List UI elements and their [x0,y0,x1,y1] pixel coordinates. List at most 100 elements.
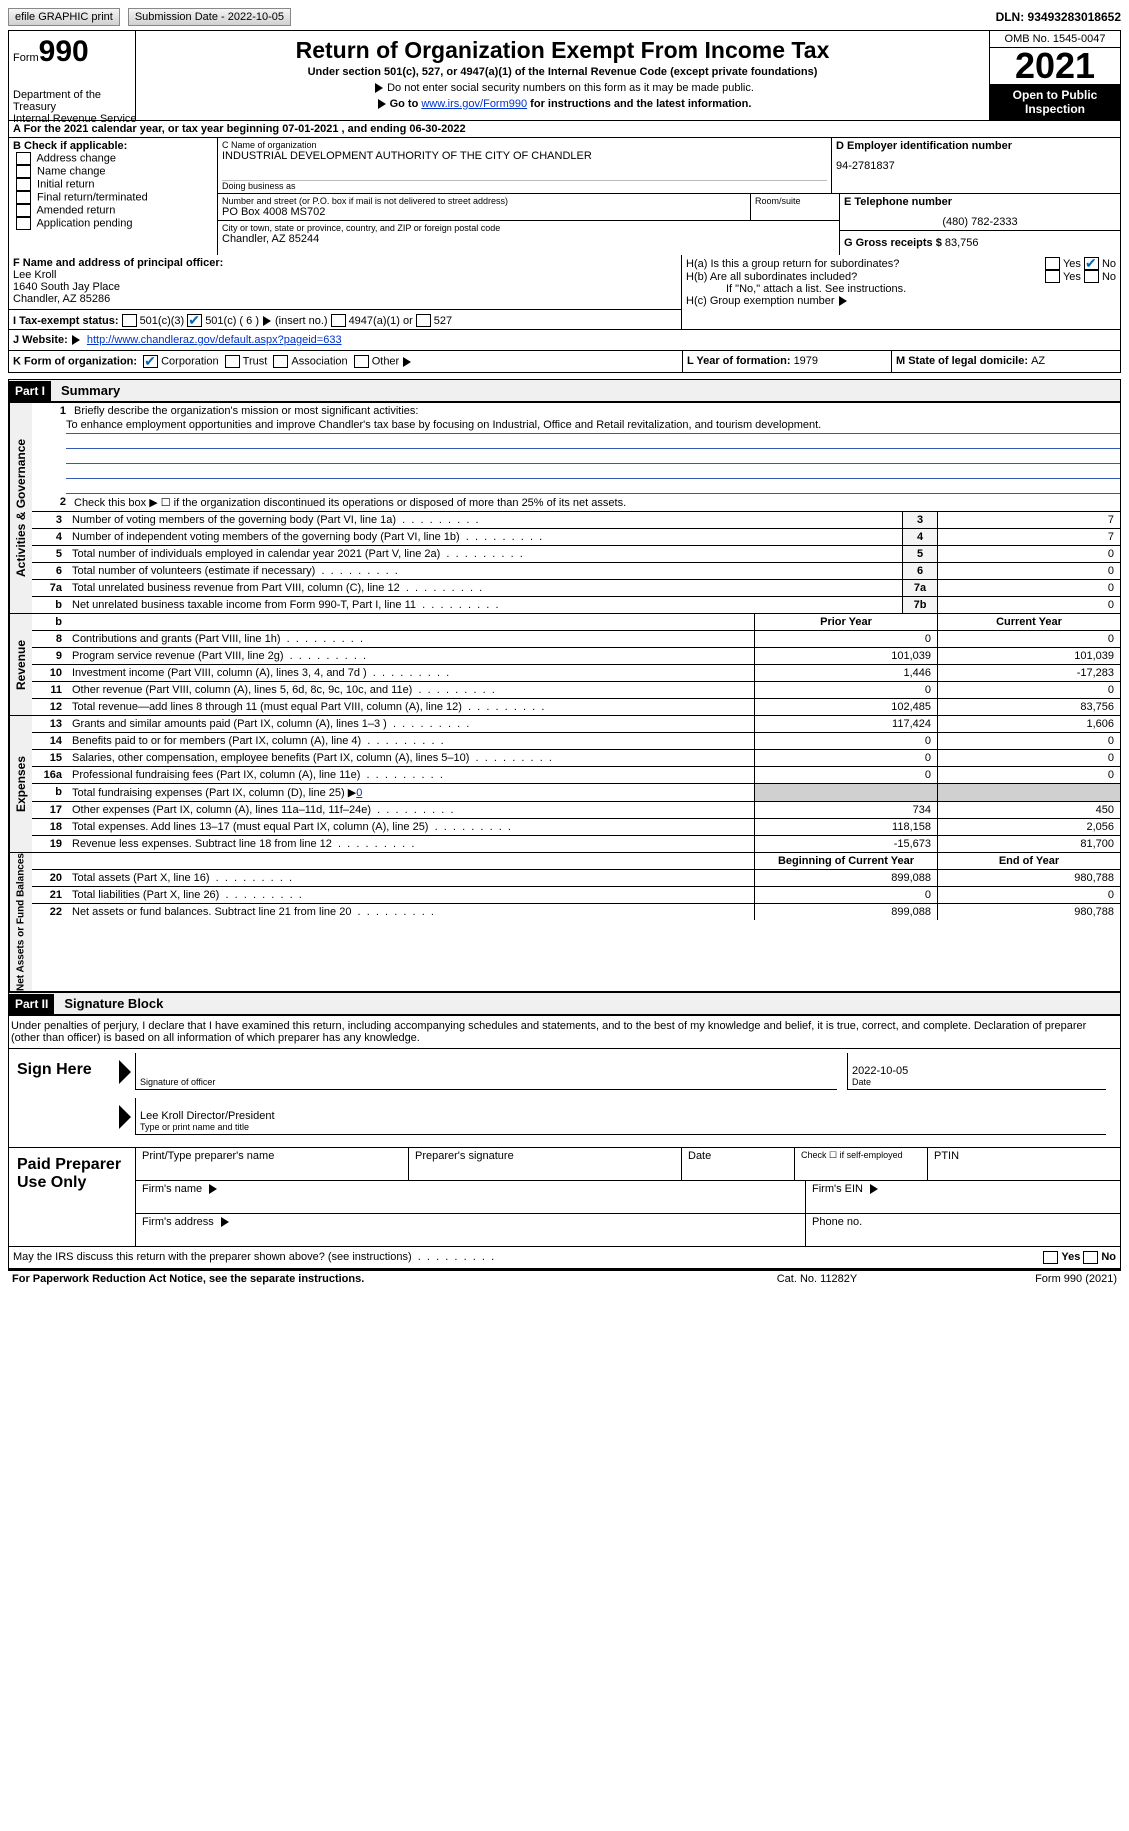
arrow-icon [209,1184,217,1194]
revenue-section: Revenue bPrior YearCurrent Year 8Contrib… [8,614,1121,716]
l-corp: Corporation [161,355,218,367]
k-label: K Form of organization: [13,355,137,367]
gov-row: bNet unrelated business taxable income f… [32,596,1120,613]
l-501c: 501(c) ( 6 ) [205,315,259,327]
rev-row: 9Program service revenue (Part VIII, lin… [32,647,1120,664]
rev-row: 11Other revenue (Part VIII, column (A), … [32,681,1120,698]
prep-c1: Print/Type preparer's name [135,1148,408,1180]
sign-section: Sign Here Signature of officer 2022-10-0… [8,1049,1121,1148]
part2-header: Part II Signature Block [8,992,1121,1016]
net-row: 20Total assets (Part X, line 16) . . . .… [32,869,1120,886]
b-item: Address change [13,152,213,165]
expenses-tab: Expenses [9,716,32,852]
chk-b[interactable] [16,217,31,230]
efile-button[interactable]: efile GRAPHIC print [8,8,120,26]
chk-trust[interactable] [225,355,240,368]
exp-row: 13Grants and similar amounts paid (Part … [32,716,1120,732]
website-link[interactable]: http://www.chandleraz.gov/default.aspx?p… [87,334,342,346]
rev-row: 12Total revenue—add lines 8 through 11 (… [32,698,1120,715]
arrow-icon [378,99,386,109]
l-assoc: Association [291,355,347,367]
sig-officer-label: Signature of officer [140,1077,833,1087]
submission-button[interactable]: Submission Date - 2022-10-05 [128,8,291,26]
mission-text: To enhance employment opportunities and … [66,419,1120,434]
foot-right: Form 990 (2021) [917,1273,1117,1285]
addr-label: Number and street (or P.O. box if mail i… [222,196,746,206]
city-value: Chandler, AZ 85244 [222,233,835,245]
part1-title: Summary [51,380,130,401]
exp-row: bTotal fundraising expenses (Part IX, co… [32,783,1120,801]
form-title: Return of Organization Exempt From Incom… [140,37,985,64]
curr-year-hdr: Current Year [937,614,1120,630]
goto-text: Go to [390,98,422,110]
begin-year-hdr: Beginning of Current Year [754,853,937,869]
i-label: I Tax-exempt status: [13,315,119,327]
l-no: No [1102,271,1116,283]
chk-ha-no[interactable] [1084,257,1099,270]
goto-text-2: for instructions and the latest informat… [527,98,751,110]
may-irs-row: May the IRS discuss this return with the… [8,1247,1121,1269]
arrow-icon [221,1217,229,1227]
governance-tab: Activities & Governance [9,403,32,613]
arrow-icon [870,1184,878,1194]
chk-may-no[interactable] [1083,1251,1098,1264]
org-name: INDUSTRIAL DEVELOPMENT AUTHORITY OF THE … [222,150,827,162]
b-item: Initial return [13,178,213,191]
exp-row: 14Benefits paid to or for members (Part … [32,732,1120,749]
ha-label: H(a) Is this a group return for subordin… [686,258,1042,270]
tax-year: 2021 [990,48,1120,84]
form-subtitle: Under section 501(c), 527, or 4947(a)(1)… [140,66,985,78]
gov-row: 3Number of voting members of the governi… [32,511,1120,528]
b-item: Application pending [13,217,213,230]
date-label: Date [852,1077,1102,1087]
chk-b[interactable] [16,152,31,165]
net-row: 21Total liabilities (Part X, line 26) . … [32,886,1120,903]
gov-row: 5Total number of individuals employed in… [32,545,1120,562]
tel-label: E Telephone number [844,196,952,208]
prep-c3: Date [681,1148,794,1180]
irs-link[interactable]: www.irs.gov/Form990 [421,98,527,110]
j-label: J Website: [13,334,68,346]
chk-4947[interactable] [331,314,346,327]
section-fh: F Name and address of principal officer:… [8,255,1121,330]
arrow-icon [375,83,383,93]
sign-here-label: Sign Here [9,1049,115,1147]
may-text: May the IRS discuss this return with the… [13,1251,412,1263]
room-label: Room/suite [755,196,835,206]
c-name-label: C Name of organization [222,140,827,150]
chk-b[interactable] [16,204,31,217]
chk-527[interactable] [416,314,431,327]
chk-ha-yes[interactable] [1045,257,1060,270]
chk-b[interactable] [16,165,31,178]
may-yes: Yes [1061,1251,1080,1264]
chk-may-yes[interactable] [1043,1251,1058,1264]
addr-value: PO Box 4008 MS702 [222,206,746,218]
arrow-icon [403,357,411,367]
line1-label: Briefly describe the organization's miss… [74,405,1116,417]
section-bc: B Check if applicable: Address change Na… [8,138,1121,255]
l-other: Other [372,355,400,367]
chk-b[interactable] [16,178,31,191]
f-label: F Name and address of principal officer: [13,257,223,269]
exp-row: 16aProfessional fundraising fees (Part I… [32,766,1120,783]
row-a: A For the 2021 calendar year, or tax yea… [8,121,1121,138]
officer-addr2: Chandler, AZ 85286 [13,293,677,305]
form-word: Form [13,52,39,64]
exp-row: 17Other expenses (Part IX, column (A), l… [32,801,1120,818]
chk-assoc[interactable] [273,355,288,368]
chk-b[interactable] [16,191,31,204]
part1-badge: Part I [9,381,51,401]
chk-hb-yes[interactable] [1045,270,1060,283]
dba-label: Doing business as [222,181,827,191]
b-item: Amended return [13,204,213,217]
foot-mid: Cat. No. 11282Y [717,1273,917,1285]
chk-501c3[interactable] [122,314,137,327]
expenses-section: Expenses 13Grants and similar amounts pa… [8,716,1121,853]
chk-hb-no[interactable] [1084,270,1099,283]
chk-other[interactable] [354,355,369,368]
chk-501c[interactable] [187,314,202,327]
chk-corp[interactable] [143,355,158,368]
part1-header: Part I Summary [8,379,1121,403]
prior-year-hdr: Prior Year [754,614,937,630]
b-item: Name change [13,165,213,178]
